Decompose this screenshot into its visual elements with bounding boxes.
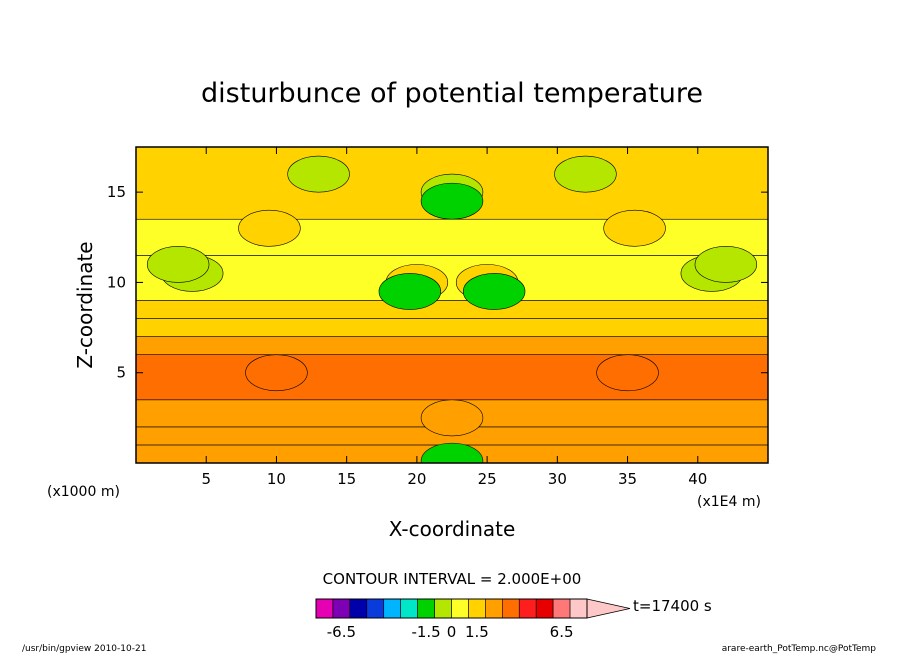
contour-feature-12 [378, 273, 442, 310]
contour-feature-5 [420, 182, 484, 220]
plot-area [136, 147, 768, 463]
contour-feature-2 [146, 246, 210, 283]
color-bar-tick-label: -6.5 [327, 623, 356, 641]
color-bar-swatch [535, 598, 554, 619]
contour-layer-8 [136, 218, 768, 256]
chart-title: disturbunce of potential temperature [201, 78, 703, 109]
x-axis-label: X-coordinate [389, 517, 516, 541]
color-bar-swatch [332, 598, 351, 619]
x-tick-label: 15 [337, 470, 356, 488]
x-tick-label: 35 [618, 470, 637, 488]
contour-layer-6 [136, 300, 768, 319]
x-tick-label: 25 [478, 470, 497, 488]
x-tick-label: 40 [688, 470, 707, 488]
x-axis-unit: (x1E4 m) [697, 494, 761, 510]
x-tick-label: 20 [407, 470, 426, 488]
contour-feature-3 [694, 246, 758, 283]
color-bar-swatch [485, 598, 503, 619]
footer-program-date: /usr/bin/gpview 2010-10-21 [22, 644, 146, 654]
contour-interval-label: CONTOUR INTERVAL = 2.000E+00 [323, 570, 582, 588]
contour-feature-7 [554, 155, 617, 193]
color-bar [315, 598, 631, 619]
contour-layer-4 [136, 336, 768, 355]
color-bar-swatch [502, 598, 520, 619]
contour-feature-6 [287, 155, 350, 193]
color-bar-tick-label: 6.5 [550, 623, 574, 641]
contour-feature-17 [420, 442, 484, 463]
x-axis-ticks: 5 10 15 20 25 30 35 40 [201, 147, 707, 488]
color-bar-swatch [569, 598, 588, 619]
contour-layer-5 [136, 318, 768, 337]
x-tick-label: 10 [267, 470, 286, 488]
color-bar-extension-arrow [586, 598, 631, 619]
color-bar-ticks: -6.5 -1.5 0 1.5 6.5 [327, 623, 574, 641]
y-tick-label: 15 [107, 183, 126, 201]
contour-feature-8 [238, 209, 301, 247]
contour-feature-16 [420, 399, 484, 437]
contour-layer-3 [136, 354, 768, 401]
contour-feature-9 [603, 209, 666, 247]
contour-layer-7 [136, 255, 768, 301]
color-bar-swatch [400, 598, 418, 619]
footer-source-file: arare-earth_PotTemp.nc@PotTemp [722, 644, 877, 654]
color-bar-tick-label: -1.5 [411, 623, 440, 641]
y-axis-label: Z-coordinate [73, 241, 97, 368]
color-bar-swatch [468, 598, 486, 619]
x-tick-label: 30 [548, 470, 567, 488]
y-tick-label: 10 [107, 273, 126, 291]
color-bar-swatch [366, 598, 385, 619]
x-tick-label: 5 [201, 470, 211, 488]
color-bar-swatch [518, 598, 537, 619]
contour-feature-13 [462, 273, 526, 310]
color-bar-tick-label: 0 [447, 623, 457, 641]
color-bar-swatch [315, 598, 334, 619]
color-bar-swatch [383, 598, 401, 619]
y-tick-label: 5 [116, 364, 126, 382]
time-label: t=17400 s [633, 597, 712, 615]
color-bar-swatch [552, 598, 571, 619]
y-axis-ticks: 5 10 15 [107, 183, 768, 382]
plot-frame [135, 146, 769, 464]
contour-feature-15 [596, 354, 659, 392]
contour-feature-14 [245, 354, 308, 392]
color-bar-swatch [417, 598, 435, 619]
y-axis-unit: (x1000 m) [47, 484, 120, 500]
color-bar-swatch [434, 598, 452, 619]
contour-features [146, 155, 758, 463]
color-bar-swatch [451, 598, 469, 619]
color-bar-tick-label: 1.5 [465, 623, 489, 641]
color-bar-frame [315, 598, 588, 619]
color-bar-swatch [349, 598, 368, 619]
